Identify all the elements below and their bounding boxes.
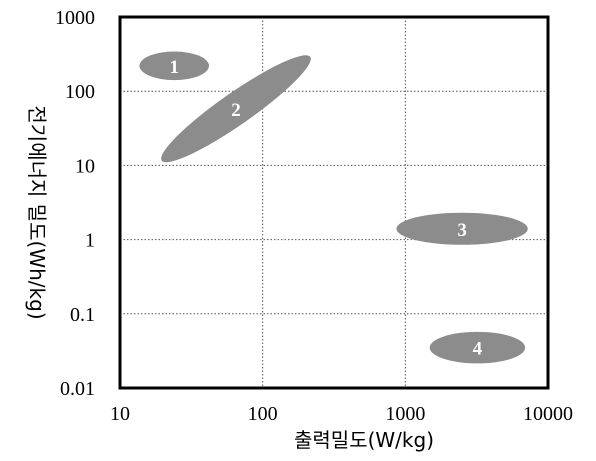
region-ellipse: [396, 212, 528, 245]
region-3: 3: [396, 212, 528, 245]
region-ellipses: 1 2 3 4: [139, 51, 528, 364]
region-ellipse: [161, 55, 311, 163]
y-axis-title: 전기에너지 밀도(Wh/kg): [25, 105, 49, 319]
region-1: 1: [139, 51, 210, 81]
x-axis-title: 출력밀도(W/kg): [294, 428, 434, 452]
region-2: 2: [161, 55, 311, 163]
region-label: 4: [473, 339, 483, 360]
region-label: 2: [231, 100, 241, 121]
region-ellipse: [139, 51, 210, 81]
region-ellipse: [429, 331, 526, 364]
x-tick-label: 10: [110, 403, 130, 425]
region-label: 3: [457, 220, 467, 241]
grid-lines: [120, 17, 548, 388]
y-tick-label: 10: [75, 155, 95, 177]
y-tick-label: 1: [85, 230, 95, 252]
tick-labels: 10 100 1000 10000 0.01 0.1 1 10 100 1000: [55, 7, 573, 425]
y-tick-label: 0.1: [70, 304, 95, 326]
x-tick-label: 10000: [523, 403, 573, 425]
y-tick-label: 100: [65, 81, 95, 103]
y-tick-label: 1000: [55, 7, 95, 29]
x-tick-label: 100: [248, 403, 278, 425]
region-label: 1: [169, 57, 179, 78]
region-4: 4: [429, 331, 526, 364]
plot-frame: [118, 15, 550, 390]
y-tick-label: 0.01: [60, 378, 95, 400]
x-tick-label: 1000: [385, 403, 425, 425]
